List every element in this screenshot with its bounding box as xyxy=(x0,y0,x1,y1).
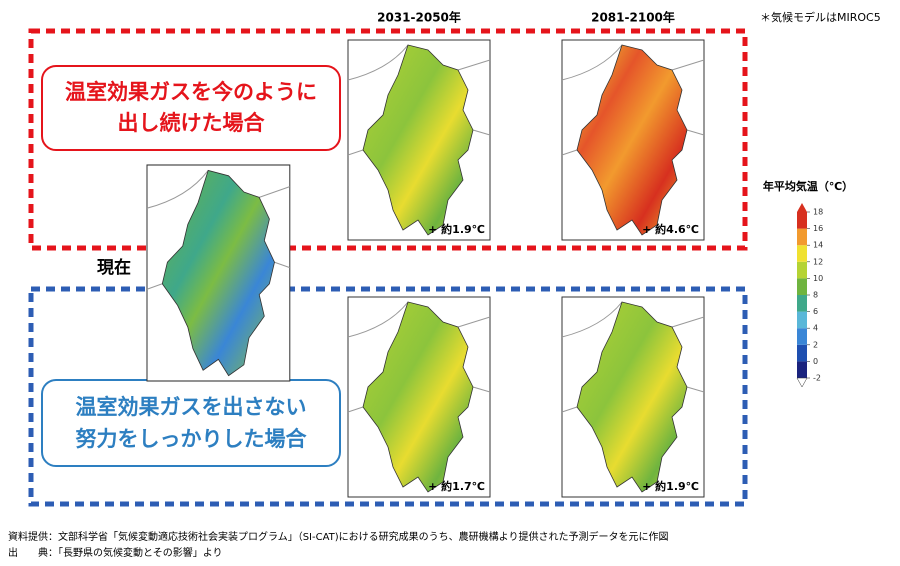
period-label: 2031-2050年 xyxy=(377,10,461,25)
colorbar-segment xyxy=(797,311,807,329)
footer: 出 典：「長野県の気候変動とその影響」より xyxy=(8,546,223,559)
colorbar-tick-label: 18 xyxy=(813,208,823,217)
colorbar-segment xyxy=(797,245,807,262)
footer: 資料提供：文部科学省「気候変動適応技術社会実装プログラム」（SI-CAT)におけ… xyxy=(8,530,668,543)
colorbar-cap xyxy=(796,377,808,388)
colorbar-segment xyxy=(797,278,807,295)
map xyxy=(561,39,705,241)
colorbar-segment xyxy=(797,344,807,362)
current-label: 現在 xyxy=(97,257,131,278)
colorbar-tick-label: 6 xyxy=(813,307,818,316)
scenario-text: 温室効果ガスを出さない xyxy=(76,395,307,419)
colorbar-tick-label: 0 xyxy=(813,357,818,366)
colorbar-tick-label: 10 xyxy=(813,274,823,283)
change-label: + 約4.6℃ xyxy=(642,222,699,236)
colorbar: -2 0 2 4 6 8 10 12 14 16 18 xyxy=(796,203,823,388)
change-label: + 約1.7℃ xyxy=(428,479,485,493)
scenario-box xyxy=(41,65,341,151)
colorbar-cap xyxy=(797,203,807,212)
note: ＊気候モデルはMIROC5 xyxy=(760,10,881,24)
colorbar-segment xyxy=(797,261,807,279)
colorbar-tick-label: 2 xyxy=(813,340,818,349)
colorbar-segment xyxy=(797,328,807,345)
scenario-box xyxy=(41,379,341,467)
change-label: + 約1.9℃ xyxy=(428,222,485,236)
scenario-text: 出し続けた場合 xyxy=(118,111,266,135)
map xyxy=(347,39,491,241)
colorbar-tick-label: 8 xyxy=(813,291,818,300)
map-current xyxy=(146,164,291,382)
colorbar-segment xyxy=(797,295,807,312)
period-label: 2081-2100年 xyxy=(591,10,675,25)
colorbar-tick-label: -2 xyxy=(813,374,821,383)
colorbar-segment xyxy=(797,228,807,246)
colorbar-segment xyxy=(797,212,807,229)
colorbar-tick-label: 16 xyxy=(813,224,823,233)
colorbar-segment xyxy=(797,361,807,378)
change-label: + 約1.9℃ xyxy=(642,479,699,493)
map xyxy=(561,296,705,498)
scenario-text: 努力をしっかりした場合 xyxy=(76,427,308,451)
map xyxy=(347,296,491,498)
colorbar-tick-label: 4 xyxy=(813,324,818,333)
colorbar-tick-label: 14 xyxy=(813,241,823,250)
scenario-text: 温室効果ガスを今のように xyxy=(65,80,317,104)
colorbar-title: 年平均気温（℃） xyxy=(763,179,853,193)
colorbar-tick-label: 12 xyxy=(813,257,823,266)
